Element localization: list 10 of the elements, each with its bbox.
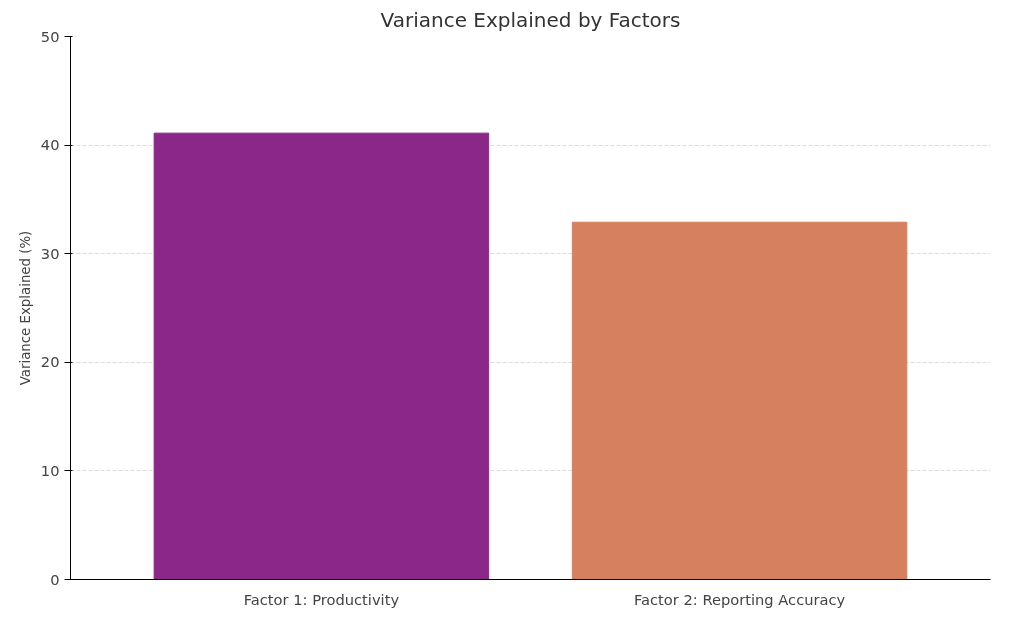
y-tick-label: 40	[40, 136, 60, 154]
y-axis-title: Variance Explained (%)	[17, 230, 33, 386]
chart-title: Variance Explained by Factors	[380, 7, 681, 32]
y-tick-label: 10	[40, 461, 60, 479]
y-tick-label: 20	[40, 353, 60, 371]
y-tick-label: 50	[40, 27, 60, 45]
x-tick-label: Factor 1: Productivity	[243, 590, 400, 608]
y-tick-label: 0	[50, 570, 60, 588]
x-tick-label: Factor 2: Reporting Accuracy	[633, 590, 846, 608]
y-tick-label: 30	[40, 244, 60, 262]
